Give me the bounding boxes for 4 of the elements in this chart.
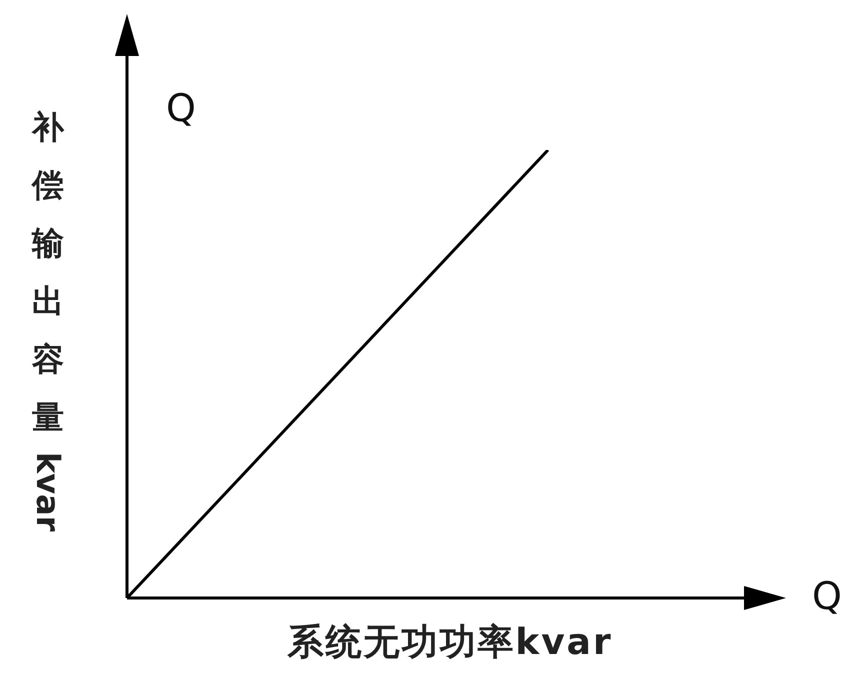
y-axis-title: 补偿输出容量kvar	[28, 107, 68, 532]
text: Q	[812, 574, 842, 618]
text: Q	[166, 86, 196, 130]
x-axis-title: 系统无功功率kvar	[286, 621, 614, 665]
